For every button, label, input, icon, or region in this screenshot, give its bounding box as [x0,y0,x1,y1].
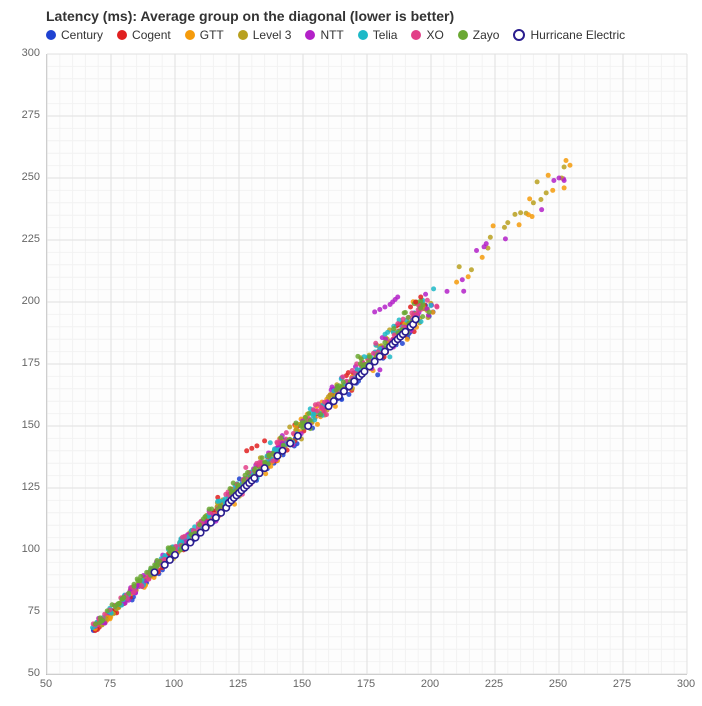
y-tick-label: 100 [6,543,40,555]
x-tick-label: 100 [165,678,183,690]
x-tick-label: 175 [357,678,375,690]
legend-item: Zayo [458,28,500,42]
x-tick-label: 50 [40,678,52,690]
legend-label: Level 3 [253,28,292,42]
x-tick-label: 75 [104,678,116,690]
x-tick-label: 300 [677,678,695,690]
x-tick-label: 225 [485,678,503,690]
legend-item: Telia [358,28,398,42]
legend-item: XO [411,28,443,42]
chart-title: Latency (ms): Average group on the diago… [46,8,454,24]
legend-swatch [358,30,368,40]
y-tick-label: 225 [6,233,40,245]
y-tick-label: 300 [6,47,40,59]
legend-swatch [117,30,127,40]
y-tick-label: 175 [6,357,40,369]
legend-label: Century [61,28,103,42]
scatter-canvas [47,54,687,674]
x-tick-label: 150 [293,678,311,690]
legend-swatch [513,29,525,41]
legend-label: NTT [320,28,343,42]
y-tick-label: 275 [6,109,40,121]
x-tick-label: 250 [549,678,567,690]
legend-swatch [238,30,248,40]
legend-label: Zayo [473,28,500,42]
y-tick-label: 250 [6,171,40,183]
legend-label: XO [426,28,443,42]
legend-swatch [411,30,421,40]
legend-item: Century [46,28,103,42]
y-tick-label: 200 [6,295,40,307]
legend-label: Cogent [132,28,171,42]
x-tick-label: 275 [613,678,631,690]
legend-swatch [305,30,315,40]
plot-area [46,54,687,675]
legend-swatch [458,30,468,40]
legend-item: Level 3 [238,28,292,42]
legend-label: Hurricane Electric [530,28,625,42]
y-tick-label: 150 [6,419,40,431]
x-tick-label: 125 [229,678,247,690]
legend-item: NTT [305,28,343,42]
y-tick-label: 75 [6,605,40,617]
y-tick-label: 125 [6,481,40,493]
legend-item: Hurricane Electric [513,28,625,42]
legend-swatch [185,30,195,40]
legend-item: GTT [185,28,224,42]
x-tick-label: 200 [421,678,439,690]
legend-swatch [46,30,56,40]
legend: Century Cogent GTT Level 3 NTT Telia XO Zayo Hur… [46,28,625,42]
legend-label: GTT [200,28,224,42]
legend-item: Cogent [117,28,171,42]
legend-label: Telia [373,28,398,42]
y-tick-label: 50 [6,667,40,679]
